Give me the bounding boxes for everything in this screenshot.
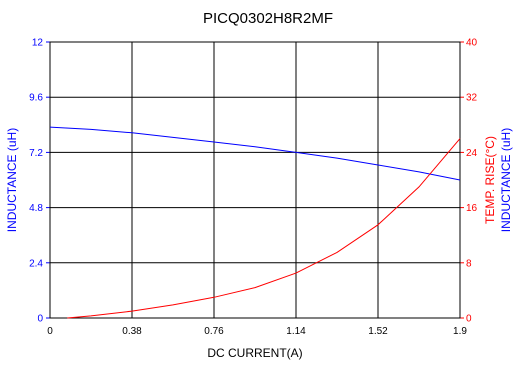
y-left-tick-label: 0 (37, 314, 43, 325)
y-right-tick-label: 32 (466, 93, 478, 104)
x-tick-labels: 0 0.38 0.76 1.14 1.52 1.9 (47, 326, 467, 337)
y-right-tick-label: 40 (466, 38, 478, 49)
x-tick-label: 0.38 (122, 326, 142, 337)
y-right-tick-label: 0 (466, 314, 472, 325)
x-tick-label: 1.9 (453, 326, 467, 337)
y-right-inductance-axis-label: INDUCTANCE (uH) (499, 128, 513, 232)
y-left-tick-label: 9.6 (29, 93, 43, 104)
y-right-tick-label: 8 (466, 258, 472, 269)
x-tick-label: 1.52 (368, 326, 388, 337)
plot-frame (49, 41, 461, 319)
series-group (49, 126, 461, 319)
temperature-rise-series-line (67, 138, 461, 319)
inductance-series-line (49, 126, 461, 181)
y-left-tick-label: 2.4 (29, 258, 43, 269)
y-left-tick-label: 12 (32, 38, 44, 49)
x-axis-label: DC CURRENT(A) (207, 346, 302, 360)
y-left-tick-labels: 0 2.4 4.8 7.2 9.6 12 (29, 38, 43, 325)
y-right-temp-axis-label: TEMP. RISE(°C) (483, 136, 497, 224)
x-tick-label: 1.14 (286, 326, 306, 337)
x-tick-label: 0.76 (204, 326, 224, 337)
chart-title: PICQ0302H8R2MF (203, 10, 333, 27)
y-right-tick-label: 16 (466, 203, 478, 214)
y-right-tick-label: 24 (466, 148, 478, 159)
grid-lines (46, 41, 464, 319)
y-left-tick-label: 4.8 (29, 203, 43, 214)
y-left-tick-label: 7.2 (29, 148, 43, 159)
y-right-tick-labels: 0 8 16 24 32 40 (466, 38, 478, 325)
x-tick-label: 0 (47, 326, 53, 337)
y-left-axis-label: INDUCTANCE (uH) (5, 128, 19, 232)
